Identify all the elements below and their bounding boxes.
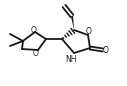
- Text: O: O: [86, 26, 92, 36]
- Text: O: O: [103, 45, 109, 55]
- Text: NH: NH: [65, 55, 77, 63]
- Text: O: O: [31, 26, 37, 34]
- Text: O: O: [33, 49, 39, 58]
- Polygon shape: [71, 16, 74, 30]
